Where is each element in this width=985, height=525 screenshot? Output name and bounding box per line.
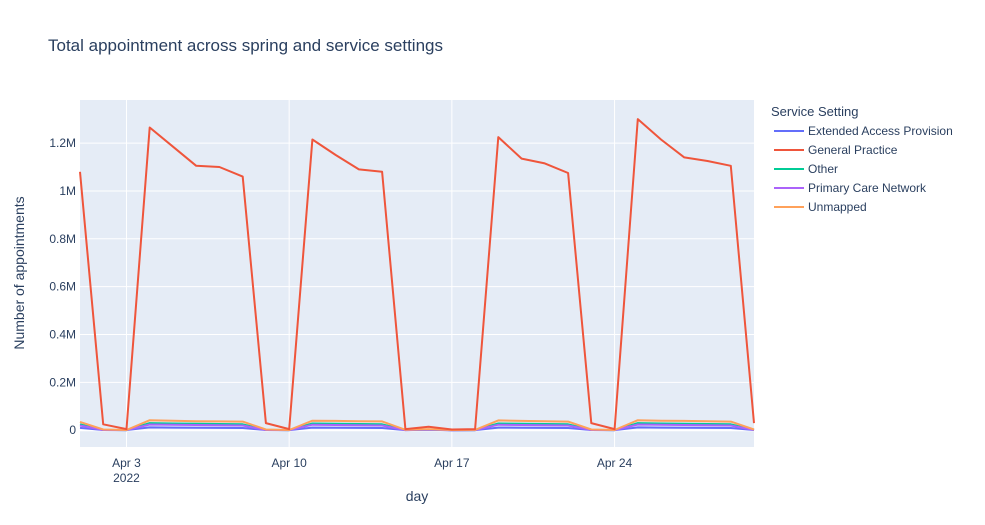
y-tick-label: 0.6M — [49, 280, 76, 294]
legend-label: Other — [808, 162, 838, 176]
y-tick-label: 0.2M — [49, 375, 76, 389]
legend-label: Unmapped — [808, 200, 867, 214]
y-tick-labels: 0 0.2M 0.4M 0.6M 0.8M 1M 1.2M — [49, 136, 76, 437]
plot-area — [80, 100, 754, 447]
y-axis-title: Number of appointments — [11, 196, 27, 349]
x-tick-label: Apr 3 — [112, 456, 141, 470]
legend-label: General Practice — [808, 143, 898, 157]
y-tick-label: 0.8M — [49, 232, 76, 246]
y-tick-label: 1M — [59, 184, 76, 198]
legend-label: Primary Care Network — [808, 181, 927, 195]
x-tick-label: Apr 17 — [434, 456, 470, 470]
x-tick-sublabel: 2022 — [113, 471, 140, 485]
legend-label: Extended Access Provision — [808, 124, 953, 138]
x-tick-label: Apr 24 — [597, 456, 633, 470]
y-tick-label: 1.2M — [49, 136, 76, 150]
chart-title: Total appointment across spring and serv… — [48, 36, 443, 55]
x-tick-label: Apr 10 — [271, 456, 307, 470]
y-tick-label: 0 — [69, 423, 76, 437]
x-axis-title: day — [406, 488, 429, 504]
legend-title: Service Setting — [771, 104, 858, 119]
y-tick-label: 0.4M — [49, 328, 76, 342]
legend: Extended Access Provision General Practic… — [774, 124, 953, 214]
